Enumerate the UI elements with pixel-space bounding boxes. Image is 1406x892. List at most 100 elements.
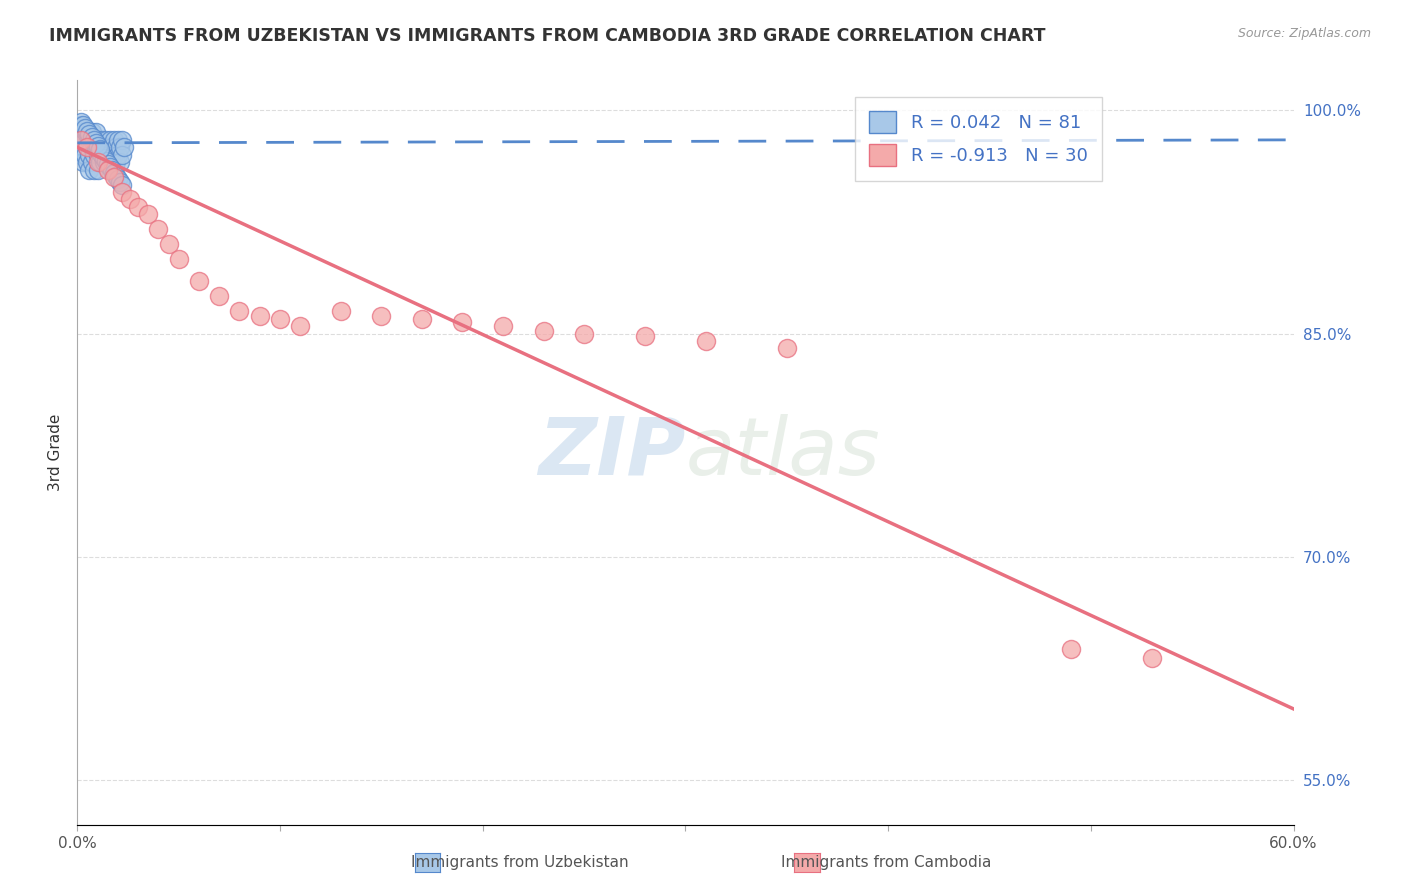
Point: [80, 140, 103, 154]
Point: [111, 148, 134, 162]
Point: [72, 155, 94, 169]
Point: [79, 162, 101, 177]
Point: [98, 133, 121, 147]
Point: [118, 193, 141, 207]
Point: [83, 133, 105, 147]
Point: [89, 140, 111, 154]
Point: [370, 309, 392, 323]
Text: Immigrants from Cambodia: Immigrants from Cambodia: [780, 855, 991, 870]
Point: [634, 329, 657, 343]
Point: [75, 133, 97, 147]
Point: [76, 155, 98, 169]
Y-axis label: 3rd Grade: 3rd Grade: [48, 414, 63, 491]
Point: [93, 140, 115, 154]
Point: [79, 148, 101, 162]
Point: [1140, 651, 1163, 665]
Point: [451, 315, 474, 329]
Point: [93, 155, 115, 169]
Point: [67, 140, 90, 154]
Point: [70, 115, 93, 129]
Point: [136, 207, 159, 221]
Point: [127, 200, 149, 214]
Point: [97, 155, 120, 169]
Point: [103, 148, 125, 162]
Point: [89, 142, 111, 156]
Point: [93, 151, 115, 165]
Point: [98, 148, 121, 162]
Point: [1059, 642, 1081, 657]
Point: [94, 133, 117, 147]
Point: [70, 148, 93, 162]
Legend: R = 0.042   N = 81, R = -0.913   N = 30: R = 0.042 N = 81, R = -0.913 N = 30: [855, 96, 1102, 180]
Point: [94, 148, 117, 162]
Point: [269, 311, 291, 326]
Point: [776, 342, 799, 356]
Point: [492, 319, 515, 334]
Text: ZIP: ZIP: [538, 414, 686, 491]
Point: [148, 222, 170, 236]
Point: [80, 133, 103, 147]
Point: [80, 155, 103, 169]
Point: [107, 171, 129, 186]
Point: [84, 136, 107, 150]
Point: [76, 140, 98, 154]
Point: [86, 162, 108, 177]
Point: [72, 118, 94, 132]
Point: [86, 148, 108, 162]
Text: Source: ZipAtlas.com: Source: ZipAtlas.com: [1237, 27, 1371, 40]
Text: atlas: atlas: [686, 414, 880, 491]
Point: [97, 157, 120, 171]
Point: [83, 148, 105, 162]
Point: [104, 140, 127, 154]
Point: [108, 155, 131, 169]
Point: [70, 118, 93, 132]
Point: [97, 162, 120, 177]
Point: [86, 138, 108, 153]
Point: [107, 148, 129, 162]
Point: [89, 145, 111, 159]
Point: [76, 140, 98, 154]
Point: [90, 133, 112, 147]
Point: [411, 311, 433, 326]
Point: [89, 155, 111, 169]
Point: [101, 140, 124, 154]
Text: IMMIGRANTS FROM UZBEKISTAN VS IMMIGRANTS FROM CAMBODIA 3RD GRADE CORRELATION CHA: IMMIGRANTS FROM UZBEKISTAN VS IMMIGRANTS…: [49, 27, 1046, 45]
Point: [228, 304, 250, 318]
Point: [72, 125, 94, 139]
Point: [167, 252, 190, 266]
Point: [103, 170, 125, 185]
Point: [111, 185, 134, 199]
Point: [107, 133, 129, 147]
Point: [108, 140, 131, 154]
Point: [86, 142, 108, 156]
Point: [80, 129, 103, 144]
Point: [111, 133, 134, 147]
Point: [76, 127, 98, 141]
Point: [208, 289, 231, 303]
Point: [90, 148, 112, 162]
Point: [90, 148, 112, 162]
Point: [94, 153, 117, 168]
Point: [112, 140, 135, 154]
Point: [83, 162, 105, 177]
Point: [86, 155, 108, 169]
Point: [70, 133, 93, 147]
Point: [79, 133, 101, 147]
Point: [533, 324, 555, 338]
Point: [70, 133, 93, 147]
Point: [75, 124, 97, 138]
Point: [75, 120, 97, 135]
Point: [79, 127, 101, 141]
Point: [86, 133, 108, 147]
Point: [76, 124, 98, 138]
Point: [695, 334, 717, 348]
Point: [79, 129, 101, 144]
Point: [104, 169, 127, 183]
Point: [84, 138, 107, 153]
Point: [80, 125, 103, 139]
Point: [84, 125, 107, 139]
Point: [290, 319, 312, 334]
Point: [75, 148, 97, 162]
Point: [103, 166, 125, 180]
Point: [84, 140, 107, 154]
